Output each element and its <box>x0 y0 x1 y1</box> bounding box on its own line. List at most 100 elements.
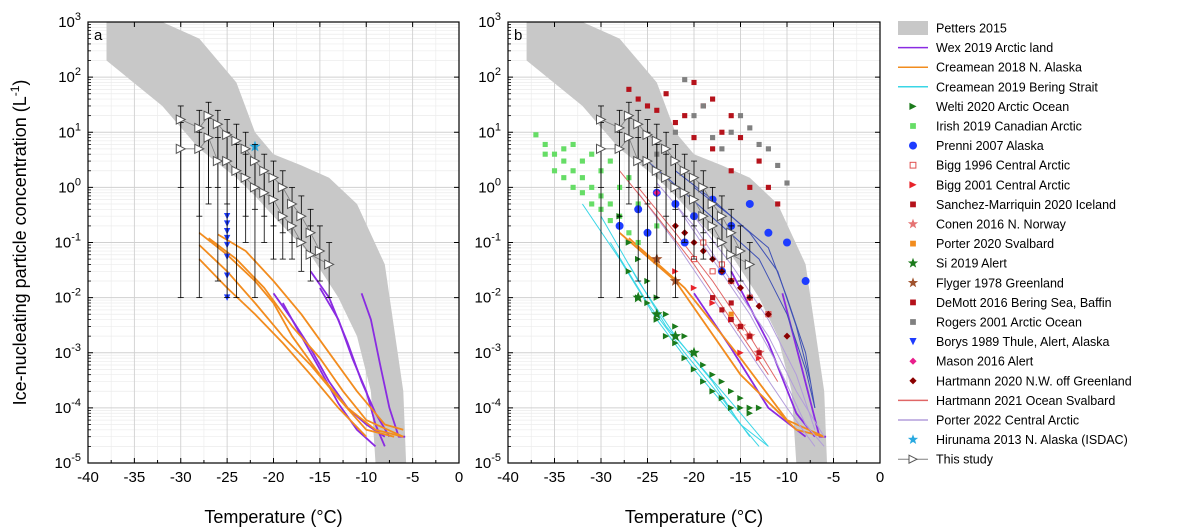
data-point <box>614 122 626 134</box>
y-tick-label: 103 <box>58 11 81 31</box>
error-bar <box>242 153 249 243</box>
legend-label: Bigg 1996 Central Arctic <box>936 159 1070 173</box>
data-point <box>775 162 781 168</box>
series-line <box>609 242 751 437</box>
legend-marker <box>910 123 916 129</box>
x-tick-label: -5 <box>406 469 419 486</box>
data-point <box>747 125 753 131</box>
data-point <box>277 182 289 193</box>
legend-entry: Flyger 1978 Greenland <box>907 276 1064 290</box>
data-point <box>626 86 632 92</box>
legend-label: Porter 2022 Central Arctic <box>936 414 1079 428</box>
plot-area <box>526 22 827 463</box>
data-point <box>669 330 682 341</box>
data-point <box>651 308 663 320</box>
y-tick-label: 10-2 <box>55 287 81 307</box>
data-point <box>756 141 762 148</box>
data-point <box>718 378 726 385</box>
series-line <box>693 292 807 438</box>
data-point <box>710 135 716 141</box>
data-point <box>744 259 756 270</box>
x-tick-label: -20 <box>263 469 285 486</box>
data-point <box>691 113 697 119</box>
data-point <box>231 165 243 177</box>
legend-entry: Creamean 2019 Bering Strait <box>898 80 1098 94</box>
x-tick-label: -35 <box>124 469 146 486</box>
data-point <box>765 184 771 190</box>
data-point <box>709 268 716 275</box>
legend-marker <box>907 218 919 229</box>
legend-label: Mason 2016 Alert <box>936 355 1034 369</box>
legend-label: Hartmann 2021 Ocean Svalbard <box>936 394 1115 408</box>
data-point <box>784 180 790 186</box>
data-point <box>681 354 688 362</box>
legend-label: Borys 1989 Thule, Alert, Alaska <box>936 335 1110 349</box>
data-point <box>296 210 307 222</box>
data-point <box>644 103 651 109</box>
legend-entry: Wex 2019 Arctic land <box>898 41 1053 55</box>
data-point <box>194 122 205 134</box>
data-point <box>728 404 735 412</box>
data-point <box>709 388 716 395</box>
legend-entry: DeMott 2016 Bering Sea, Baffin <box>910 296 1112 310</box>
series-line <box>693 187 816 408</box>
data-point <box>287 198 298 210</box>
data-point <box>737 113 744 119</box>
legend-label: Petters 2015 <box>936 22 1007 36</box>
data-point <box>268 172 280 183</box>
x-tick-label: -40 <box>77 469 99 486</box>
legend-label: Creamean 2019 Bering Strait <box>936 80 1098 94</box>
data-point <box>707 220 719 232</box>
data-point <box>651 135 663 147</box>
legend-marker <box>907 257 919 268</box>
legend-marker <box>909 181 917 189</box>
series-line <box>217 233 404 431</box>
data-point <box>746 404 753 412</box>
x-tick-label: -10 <box>355 469 377 486</box>
legend-entry: Mason 2016 Alert <box>909 355 1034 369</box>
data-point <box>651 165 663 177</box>
data-point <box>203 110 215 121</box>
data-point <box>709 371 716 378</box>
legend-entry: Bigg 2001 Central Arctic <box>909 178 1070 192</box>
legend-marker <box>909 161 917 169</box>
panel-a: -40 -35 -30 -25 -20 -15 -10 -5 0 10-5 10-4 10-3 10-2… <box>8 11 463 527</box>
legend-entry: Hirunama 2013 N. Alaska (ISDAC) <box>907 433 1128 447</box>
series <box>175 101 335 299</box>
series <box>710 295 762 356</box>
data-point <box>287 220 298 232</box>
data-point <box>775 201 781 207</box>
legend-marker <box>909 102 917 110</box>
data-point <box>764 228 773 237</box>
data-point <box>654 107 660 113</box>
data-point <box>623 110 635 121</box>
data-point <box>642 155 654 167</box>
data-point <box>277 210 289 222</box>
x-tick-label: -35 <box>544 469 566 486</box>
legend-entry: This study <box>898 453 994 467</box>
legend-entry: Porter 2020 Svalbard <box>910 237 1054 251</box>
data-point <box>682 113 688 119</box>
data-point <box>719 129 725 135</box>
data-point <box>719 307 725 313</box>
data-point <box>551 151 558 157</box>
data-point <box>737 323 744 330</box>
data-point <box>542 151 548 157</box>
series-line <box>675 170 811 382</box>
x-tick-label: -20 <box>683 469 705 486</box>
legend-marker <box>910 240 916 247</box>
data-point <box>561 175 567 181</box>
data-point <box>737 394 744 402</box>
legend-entry: Conen 2016 N. Norway <box>907 218 1067 232</box>
data-point <box>661 172 672 183</box>
y-axis: 10-5 10-4 10-3 10-2 10-1 100 101 102 103 <box>55 11 459 472</box>
data-point <box>551 168 558 174</box>
legend-label: This study <box>936 453 994 467</box>
y-tick-label: 10-3 <box>55 342 81 362</box>
x-tick-label: -25 <box>637 469 659 486</box>
error-bar <box>326 242 333 299</box>
data-point <box>644 299 651 307</box>
x-tick-label: -15 <box>730 469 752 486</box>
legend-label: Porter 2020 Svalbard <box>936 237 1054 251</box>
data-point <box>653 316 660 323</box>
